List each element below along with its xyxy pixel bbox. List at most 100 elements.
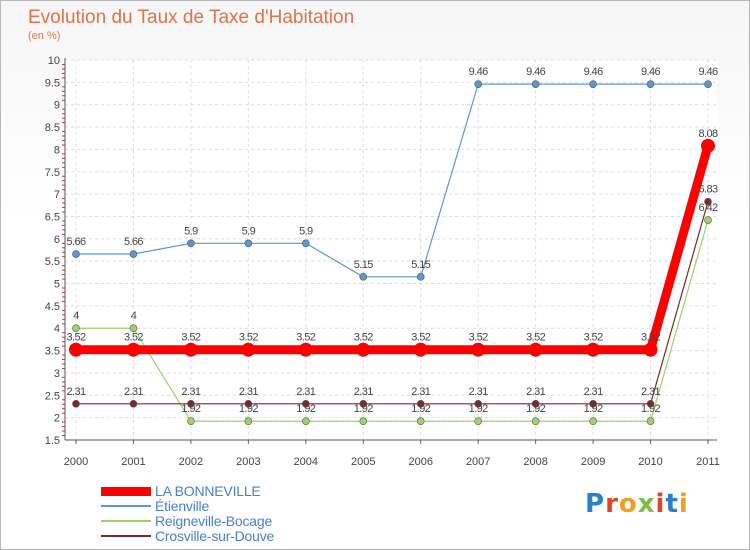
y-tick-label: 7 <box>54 189 60 201</box>
data-label: 5.15 <box>354 259 373 271</box>
data-label: 4 <box>73 310 79 322</box>
data-label: 3.52 <box>469 332 488 344</box>
data-point <box>129 399 138 408</box>
data-label: 2.31 <box>296 386 315 398</box>
data-point <box>531 417 540 426</box>
data-label: 5.15 <box>411 259 430 271</box>
y-tick-label: 6.5 <box>45 211 60 223</box>
plot-area <box>65 60 717 440</box>
y-tick-label: 7.5 <box>45 167 60 179</box>
data-point <box>586 342 601 357</box>
legend-swatch <box>101 535 151 537</box>
data-label: 1.92 <box>641 403 660 415</box>
data-label: 6.83 <box>698 184 717 196</box>
data-point <box>704 80 712 88</box>
data-point <box>701 138 715 153</box>
data-label: 3.52 <box>239 332 258 344</box>
data-point <box>646 80 655 88</box>
x-tick-label: 2009 <box>581 456 605 468</box>
y-tick-label: 3.5 <box>45 346 60 358</box>
data-point <box>589 80 597 88</box>
data-label: 9.46 <box>469 66 488 78</box>
data-point <box>646 399 655 408</box>
data-label: 2.31 <box>469 386 488 398</box>
series-line-3 <box>76 201 709 405</box>
x-tick-label: 2011 <box>696 456 720 468</box>
series-line-1 <box>76 83 708 278</box>
y-tick-label: 2 <box>54 413 60 425</box>
data-label: 5.66 <box>66 236 85 248</box>
data-point <box>187 399 195 408</box>
data-label: 3.52 <box>124 332 143 344</box>
data-label: 1.92 <box>239 403 258 415</box>
y-tick-label: 6 <box>54 234 60 246</box>
data-point <box>356 342 371 357</box>
y-tick-label: 4.5 <box>45 301 60 313</box>
data-label: 3.52 <box>296 332 315 344</box>
data-label: 9.46 <box>698 66 717 78</box>
data-point <box>302 239 310 248</box>
data-point <box>359 399 368 408</box>
data-point <box>126 342 141 357</box>
legend-label: Reigneville-Bocage <box>155 513 273 529</box>
data-point <box>646 417 655 426</box>
data-label: 1.92 <box>411 403 430 415</box>
data-point <box>129 324 138 333</box>
data-label: 1.92 <box>296 403 315 415</box>
y-tick-label: 8 <box>54 144 60 156</box>
data-label: 2.31 <box>354 386 373 398</box>
y-tick-label: 3 <box>54 368 60 380</box>
legend-label: Crosville-sur-Douve <box>155 528 275 544</box>
data-label: 5.9 <box>184 225 198 237</box>
proxiti-logo: Proxiti <box>585 489 689 519</box>
legend-swatch <box>101 505 151 507</box>
data-label: 5.9 <box>299 225 313 237</box>
data-label: 2.31 <box>124 386 143 398</box>
data-point <box>302 417 310 426</box>
y-tick-label: 9.5 <box>45 77 60 89</box>
data-point <box>474 417 482 426</box>
data-point <box>244 239 253 248</box>
data-point <box>72 324 80 333</box>
data-label: 2.31 <box>181 386 200 398</box>
data-label: 1.92 <box>354 403 373 415</box>
x-tick-label: 2001 <box>121 456 145 468</box>
data-point <box>187 239 195 248</box>
y-tick-label: 10 <box>48 55 60 67</box>
data-point <box>244 417 253 426</box>
data-point <box>528 342 543 357</box>
x-tick-label: 2007 <box>466 456 490 468</box>
data-point <box>298 342 313 357</box>
data-point <box>589 417 597 426</box>
data-point <box>416 399 425 408</box>
data-point <box>416 417 425 426</box>
chart-subtitle: (en %) <box>28 30 61 42</box>
data-point <box>183 342 198 357</box>
data-point <box>241 342 256 357</box>
y-tick-label: 5 <box>54 279 60 291</box>
y-tick-label: 4 <box>54 323 60 335</box>
data-label: 3.52 <box>411 332 430 344</box>
data-label: 6.42 <box>698 202 717 214</box>
data-label: 2.31 <box>641 386 660 398</box>
x-tick-label: 2000 <box>64 456 88 468</box>
data-point <box>187 417 195 426</box>
data-point <box>474 80 482 88</box>
data-point <box>72 250 80 258</box>
data-label: 3.52 <box>526 332 545 344</box>
data-label: 2.31 <box>411 386 430 398</box>
data-point <box>69 342 83 357</box>
data-label: 1.92 <box>584 403 603 415</box>
series-line-2 <box>76 219 709 422</box>
data-point <box>413 342 428 357</box>
x-tick-label: 2004 <box>294 456 318 468</box>
data-label: 3.52 <box>354 332 373 344</box>
data-label: 1.92 <box>526 403 545 415</box>
x-tick-label: 2006 <box>408 456 432 468</box>
data-point <box>359 273 368 281</box>
data-point <box>72 399 80 408</box>
legend-swatch <box>101 520 151 522</box>
data-label: 3.52 <box>66 332 85 344</box>
